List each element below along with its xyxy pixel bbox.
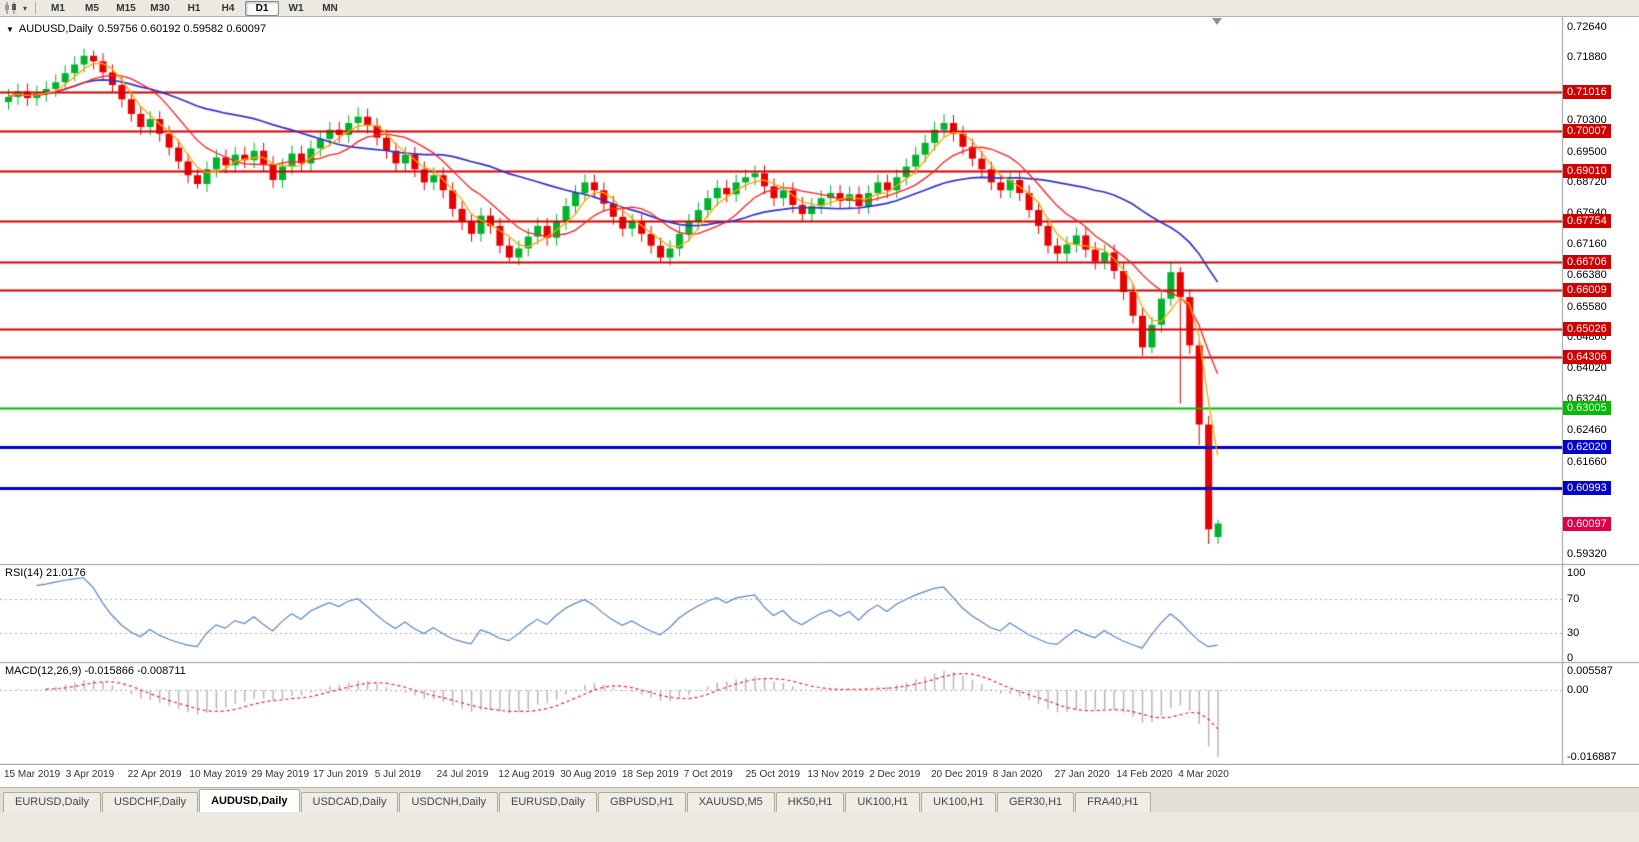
macd-scale-label: 0.00	[1567, 683, 1589, 696]
price-scale-label: 0.68720	[1567, 176, 1607, 189]
date-axis-label: 13 Nov 2019	[807, 769, 865, 780]
date-axis[interactable]: 15 Mar 2019 3 Apr 2019 22 Apr 2019 10 May 2…	[0, 765, 1562, 787]
timeframe-button-m5[interactable]: M5	[85, 2, 99, 14]
symbol-tab-gbpusd-h1[interactable]: GBPUSD,H1	[598, 792, 686, 812]
status-strip	[0, 812, 1639, 842]
price-scale-label: 0.72640	[1567, 21, 1607, 34]
price-scale[interactable]: 0.726400.718800.703000.695000.687200.679…	[1562, 17, 1639, 765]
level-price-badge: 0.63005	[1563, 401, 1611, 416]
timeframe-button-m1[interactable]: M1	[51, 2, 65, 14]
level-price-badge: 0.67754	[1563, 213, 1611, 228]
timeframe-toolbar: M1 M5 M15 M30 H1 H4 D1 W1 MN	[41, 0, 347, 16]
rsi-scale-label: 30	[1567, 626, 1580, 639]
price-scale-label: 0.71880	[1567, 51, 1607, 64]
level-price-badge: 0.60993	[1563, 481, 1611, 496]
date-axis-label: 27 Jan 2020	[1054, 769, 1110, 780]
macd-indicator-title: MACD(12,26,9) -0.015866 -0.008711	[5, 665, 186, 677]
date-axis-label: 10 May 2019	[189, 769, 248, 780]
macd-scale-label: 0.005587	[1567, 665, 1613, 677]
toolbar: ▾ M1 M5 M15 M30 H1 H4 D1 W1 MN	[0, 0, 1639, 17]
symbol-tab-bar: EURUSD,Daily USDCHF,Daily AUDUSD,Daily USDC…	[0, 787, 1639, 812]
symbol-tab-usdcad-daily[interactable]: USDCAD,Daily	[300, 792, 399, 812]
timeframe-button-w1[interactable]: W1	[288, 2, 304, 14]
symbol-tab-hk50-h1[interactable]: HK50,H1	[775, 792, 845, 812]
symbol-tab-fra40-h1[interactable]: FRA40,H1	[1075, 792, 1151, 812]
price-scale-label: 0.61660	[1567, 455, 1607, 468]
timeframe-button-mn[interactable]: MN	[322, 2, 338, 14]
timeframe-button-h4[interactable]: H4	[221, 2, 235, 14]
chart-header: ▼ AUDUSD,Daily 0.59756 0.60192 0.59582 0…	[6, 23, 266, 35]
level-price-badge: 0.64306	[1563, 350, 1611, 365]
timeframe-button-h1[interactable]: H1	[187, 2, 201, 14]
price-scale-label: 0.64020	[1567, 362, 1607, 375]
date-axis-label: 3 Apr 2019	[65, 769, 115, 780]
date-axis-label: 29 May 2019	[251, 769, 310, 780]
rsi-scale-label: 0	[1567, 652, 1574, 664]
level-price-badge: 0.71016	[1563, 84, 1611, 99]
level-price-badge: 0.66706	[1563, 255, 1611, 270]
level-price-badge: 0.66009	[1563, 282, 1611, 297]
level-price-badge: 0.62020	[1563, 440, 1611, 455]
date-axis-label: 5 Jul 2019	[374, 769, 421, 780]
rsi-scale-label: 100	[1567, 567, 1586, 579]
price-scale-label: 0.69500	[1567, 145, 1607, 158]
date-axis-label: 24 Jul 2019	[436, 769, 489, 780]
price-scale-label: 0.59320	[1567, 548, 1607, 561]
macd-scale-label: -0.016887	[1567, 751, 1617, 763]
symbol-tab-ger30-h1[interactable]: GER30,H1	[996, 792, 1075, 812]
price-scale-label: 0.65580	[1567, 300, 1607, 313]
symbol-tab-eurusd-daily[interactable]: EURUSD,Daily	[499, 792, 597, 812]
date-axis-label: 22 Apr 2019	[127, 769, 182, 780]
collapse-arrow-icon[interactable]: ▼	[6, 24, 14, 34]
date-axis-label: 8 Jan 2020	[992, 769, 1043, 780]
timeframe-button-m15[interactable]: M15	[116, 2, 136, 14]
rsi-scale-label: 70	[1567, 592, 1580, 605]
symbol-tab-audusd-daily[interactable]: AUDUSD,Daily	[199, 789, 300, 812]
ohlc-values: 0.59756 0.60192 0.59582 0.60097	[97, 23, 267, 35]
timeframe-button-d1[interactable]: D1	[245, 0, 279, 16]
date-axis-label: 18 Sep 2019	[622, 769, 679, 780]
price-scale-label: 0.67160	[1567, 238, 1607, 251]
timeframe-button-m30[interactable]: M30	[150, 2, 170, 14]
date-axis-label: 25 Oct 2019	[745, 769, 801, 780]
symbol-tab-usdchf-daily[interactable]: USDCHF,Daily	[101, 792, 199, 812]
chart-type-dropdown-arrow-icon[interactable]: ▾	[22, 3, 27, 13]
symbol-tab-xauusd-m5[interactable]: XAUUSD,M5	[686, 792, 775, 812]
date-axis-label: 15 Mar 2019	[4, 769, 61, 780]
price-chart-canvas[interactable]	[0, 17, 1639, 765]
date-axis-label: 12 Aug 2019	[498, 769, 555, 780]
date-axis-label: 2 Dec 2019	[869, 769, 921, 780]
symbol-tab-uk100-h1[interactable]: UK100,H1	[845, 792, 921, 812]
price-scale-label: 0.66380	[1567, 268, 1607, 281]
level-price-badge: 0.65026	[1563, 321, 1611, 336]
price-scale-label: 0.62460	[1567, 424, 1607, 437]
date-axis-label: 7 Oct 2019	[683, 769, 733, 780]
level-price-badge: 0.70007	[1563, 124, 1611, 139]
rsi-indicator-title: RSI(14) 21.0176	[5, 567, 86, 579]
date-axis-label: 17 Jun 2019	[313, 769, 369, 780]
date-axis-label: 4 Mar 2020	[1178, 769, 1229, 780]
date-axis-label: 30 Aug 2019	[560, 769, 617, 780]
current-price-badge: 0.60097	[1563, 516, 1611, 531]
date-axis-label: 20 Dec 2019	[931, 769, 988, 780]
date-axis-label: 14 Feb 2020	[1116, 769, 1173, 780]
toolbar-separator	[35, 2, 36, 14]
symbol-tab-uk100-h1[interactable]: UK100,H1	[921, 792, 996, 812]
symbol-tab-eurusd-daily[interactable]: EURUSD,Daily	[3, 792, 101, 812]
price-scale-label: 0.70300	[1567, 113, 1607, 126]
level-price-badge: 0.69010	[1563, 163, 1611, 178]
chart-region: ▼ AUDUSD,Daily 0.59756 0.60192 0.59582 0…	[0, 17, 1639, 765]
candlestick-chart-icon[interactable]	[3, 2, 19, 15]
symbol-tab-usdcnh-daily[interactable]: USDCNH,Daily	[399, 792, 499, 812]
symbol-title: AUDUSD,Daily	[18, 23, 93, 35]
chart-shift-marker-icon[interactable]	[1212, 18, 1222, 25]
